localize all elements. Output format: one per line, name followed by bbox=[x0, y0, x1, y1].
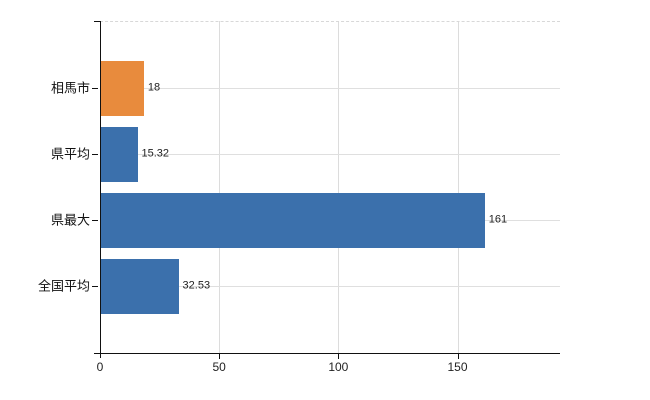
x-axis-tick bbox=[338, 354, 340, 359]
x-tick-label: 0 bbox=[96, 360, 104, 374]
x-tick-label: 150 bbox=[447, 360, 468, 374]
bar-value-label: 161 bbox=[488, 213, 508, 226]
bar-value-label: 18 bbox=[147, 81, 161, 94]
category-gridline bbox=[100, 286, 560, 287]
x-tick-label: 100 bbox=[328, 360, 349, 374]
x-axis-tick bbox=[219, 354, 221, 359]
bar-4 bbox=[101, 258, 179, 314]
category-label: 相馬市 bbox=[50, 80, 90, 96]
category-tick bbox=[92, 154, 98, 155]
bar-value-label: 15.32 bbox=[141, 147, 170, 160]
bar-2 bbox=[101, 126, 138, 182]
category-label: 県最大 bbox=[50, 212, 90, 228]
y-axis-line bbox=[100, 21, 101, 358]
category-tick bbox=[92, 88, 98, 89]
x-axis-tick bbox=[457, 354, 459, 359]
bar-1 bbox=[101, 60, 144, 116]
category-label: 全国平均 bbox=[37, 278, 90, 294]
x-axis-line bbox=[94, 353, 560, 354]
x-gridline bbox=[219, 21, 221, 353]
category-gridline bbox=[100, 154, 560, 155]
category-label: 県平均 bbox=[50, 146, 90, 162]
category-tick bbox=[92, 220, 98, 221]
bar-3 bbox=[101, 192, 485, 248]
plot-top-border bbox=[100, 21, 560, 22]
bar-value-label: 32.53 bbox=[182, 279, 211, 292]
category-tick bbox=[92, 286, 98, 287]
y-axis-top-tick bbox=[94, 21, 100, 22]
x-gridline bbox=[338, 21, 340, 353]
category-gridline bbox=[100, 88, 560, 89]
x-tick-label: 50 bbox=[212, 360, 226, 374]
x-gridline bbox=[457, 21, 459, 353]
